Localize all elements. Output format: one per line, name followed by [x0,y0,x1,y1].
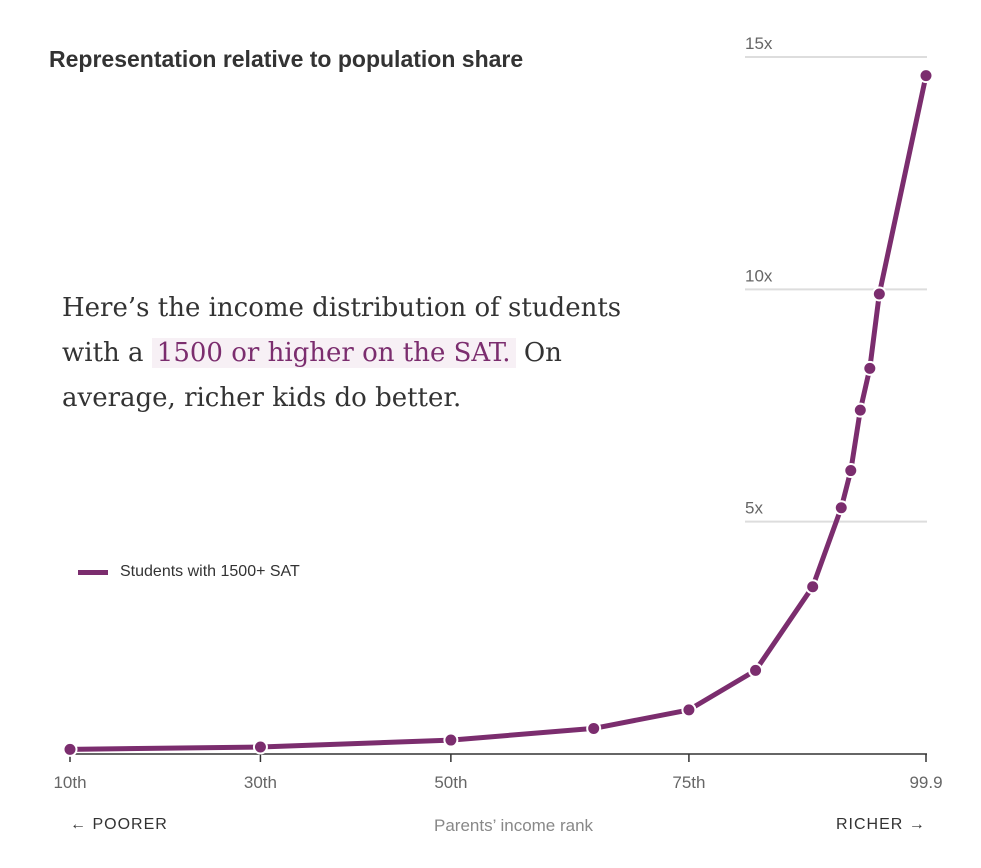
x-right-label: RICHER → [836,816,926,833]
x-left-label: ← POORER [70,816,168,833]
y-tick-label: 10x [745,266,773,285]
data-point [681,702,697,718]
data-point [252,739,268,755]
x-tick-label: 10th [53,773,86,792]
chart-annotation: Here’s the income distribution of studen… [62,286,662,421]
series-points [62,68,934,757]
data-point [833,500,849,516]
data-point [871,286,887,302]
y-tick-labels: 5x 10x 15x [745,34,773,518]
data-point [443,732,459,748]
x-tick-label: 50th [434,773,467,792]
data-point [748,662,764,678]
data-point [62,741,78,757]
data-point [843,463,859,479]
x-tick-label: 99.9 [909,773,942,792]
data-point [918,68,934,84]
legend-swatch [78,569,108,575]
annotation-text-after: On average, richer kids do better. [62,338,562,413]
annotation-text-before: Here’s the income distribution of studen… [62,293,622,368]
data-point [852,402,868,418]
legend: Students with 1500+ SAT [78,563,300,581]
annotation-highlight: 1500 or higher on the SAT. [151,338,516,368]
x-tick-label: 30th [244,773,277,792]
chart-title: Representation relative to population sh… [49,46,524,72]
data-point [586,720,602,736]
data-point [805,579,821,595]
data-point [862,360,878,376]
x-ticks: 10th 30th 50th 75th 99.9 [53,754,943,792]
gridlines [745,56,927,523]
y-tick-label: 5x [745,499,763,518]
x-axis-title: Parents’ income rank [434,816,594,835]
legend-label: Students with 1500+ SAT [120,563,300,580]
y-tick-label: 15x [745,34,773,53]
x-tick-label: 75th [672,773,705,792]
